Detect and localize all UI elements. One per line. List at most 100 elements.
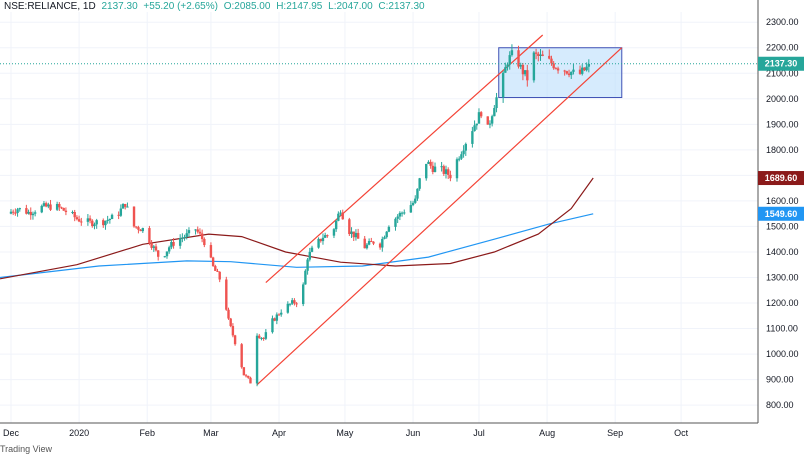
- candle-body: [323, 235, 327, 238]
- candle-body: [42, 203, 46, 206]
- candle-body: [310, 247, 314, 252]
- candle-body: [383, 237, 386, 239]
- candle-body: [203, 238, 206, 246]
- candle-body: [29, 211, 32, 216]
- chart-header: NSE:RELIANCE, 1D 2137.30 +55.20 (+2.65%)…: [4, 1, 428, 12]
- candle-body: [363, 238, 366, 249]
- candle-body: [396, 216, 399, 219]
- candle-body: [304, 270, 307, 285]
- candle-body: [75, 217, 79, 220]
- candle-body: [231, 326, 235, 336]
- candle-body: [18, 208, 21, 210]
- candle-body: [585, 66, 588, 71]
- candle-body: [554, 68, 558, 70]
- price-label-text: 1689.60: [765, 173, 798, 183]
- candle-body: [416, 188, 419, 199]
- candle-body: [449, 174, 452, 179]
- candle-body: [214, 266, 217, 271]
- candle-body: [517, 50, 520, 67]
- candle-body: [339, 212, 342, 214]
- candle-body: [493, 108, 496, 117]
- candle-body: [372, 241, 375, 244]
- candle-body: [9, 211, 13, 214]
- candle-body: [271, 318, 274, 333]
- candle-body: [488, 123, 492, 125]
- price-label-box: [758, 171, 804, 186]
- candle-body: [141, 228, 145, 232]
- candle-body: [86, 218, 90, 222]
- candle-body: [400, 212, 404, 214]
- candle-body: [167, 247, 171, 252]
- candle-body: [247, 375, 250, 378]
- y-tick-label: 1600.00: [766, 196, 799, 206]
- y-tick-label: 2200.00: [766, 43, 799, 53]
- candle-body: [394, 218, 397, 227]
- candle-body: [216, 270, 219, 272]
- candle-body: [178, 238, 182, 246]
- candle-body: [110, 214, 114, 220]
- candle-body: [152, 246, 155, 248]
- candle-body: [381, 238, 384, 248]
- candle-body: [240, 344, 243, 368]
- candle-body: [58, 203, 61, 208]
- range-box: [498, 47, 623, 99]
- candle-body: [291, 300, 294, 304]
- candle-body: [473, 125, 476, 132]
- candle-body: [273, 318, 276, 321]
- last-price: 2137.30: [101, 1, 138, 12]
- candle-body: [233, 335, 237, 345]
- candle-body: [581, 67, 584, 74]
- candle-body: [198, 231, 202, 234]
- candle-body: [14, 212, 17, 214]
- x-tick-label: Mar: [203, 428, 219, 438]
- candle-body: [55, 203, 59, 210]
- candle-body: [378, 243, 382, 248]
- candle-body: [519, 64, 522, 67]
- candle-body: [229, 318, 232, 327]
- candle-body: [354, 232, 358, 238]
- candle-body: [587, 63, 591, 67]
- candle-body: [398, 212, 402, 217]
- candle-body: [306, 259, 309, 271]
- candle-body: [572, 69, 575, 72]
- y-tick-label: 1300.00: [766, 272, 799, 282]
- candle-body: [414, 198, 417, 203]
- candle-body: [108, 219, 112, 221]
- candle-body: [506, 64, 509, 68]
- candle-body: [565, 71, 569, 74]
- candle-body: [433, 166, 437, 172]
- x-tick-label: Oct: [674, 428, 689, 438]
- candle-body: [431, 165, 435, 172]
- candle-body: [211, 257, 215, 267]
- candle-body: [27, 211, 30, 214]
- candle-body: [60, 207, 63, 209]
- candle-body: [475, 123, 478, 126]
- candle-body: [462, 150, 465, 155]
- y-tick-label: 2100.00: [766, 68, 799, 78]
- candle-body: [25, 208, 28, 214]
- y-tick-label: 2000.00: [766, 94, 799, 104]
- candle-body: [563, 70, 566, 72]
- candle-body: [73, 212, 76, 218]
- candle-body: [262, 337, 265, 339]
- candle-body: [62, 207, 65, 211]
- y-tick-label: 1800.00: [766, 145, 799, 155]
- y-tick-label: 900.00: [766, 375, 794, 385]
- candle-body: [348, 219, 351, 235]
- candle-body: [541, 54, 544, 56]
- candle-body: [526, 70, 529, 81]
- candle-body: [275, 314, 279, 321]
- candle-body: [444, 169, 448, 174]
- candle-body: [260, 337, 263, 339]
- candle-body: [534, 52, 538, 54]
- x-tick-label: Jul: [473, 428, 485, 438]
- candle-body: [104, 220, 107, 226]
- price-label-text: 2137.30: [765, 59, 798, 69]
- candle-body: [49, 204, 52, 210]
- candle-body: [308, 251, 311, 260]
- candle-body: [523, 70, 527, 75]
- candle-body: [170, 241, 173, 248]
- x-tick-label: Jun: [406, 428, 421, 438]
- candle-body: [93, 224, 96, 227]
